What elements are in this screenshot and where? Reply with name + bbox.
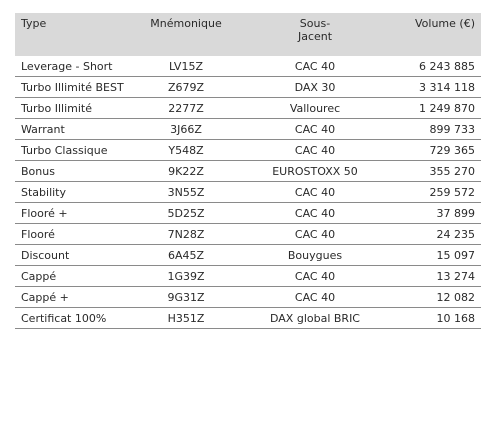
table-cell: 37 899	[383, 202, 481, 224]
table-cell: 10 168	[383, 307, 481, 329]
table-header: Type Mnémonique Sous- Jacent Volume (€)	[15, 13, 481, 56]
table-cell: DAX global BRIC	[247, 307, 383, 329]
table-cell: CAC 40	[247, 139, 383, 161]
table-cell: Turbo Illimité	[15, 97, 125, 119]
table-row: Flooré 7N28Z CAC 40 24 235	[15, 223, 481, 245]
table-cell: Discount	[15, 244, 125, 266]
table-row: Turbo Illimité 2277Z Vallourec 1 249 870	[15, 97, 481, 119]
table-cell: 6 243 885	[383, 56, 481, 77]
table-cell: Y548Z	[125, 139, 247, 161]
table-cell: 9G31Z	[125, 286, 247, 308]
table-cell: 729 365	[383, 139, 481, 161]
table-cell: CAC 40	[247, 181, 383, 203]
column-header: Volume (€)	[383, 13, 481, 56]
table-cell: CAC 40	[247, 265, 383, 287]
table-row: Cappé +9G31Z CAC 40 12 082	[15, 286, 481, 308]
table-cell: EUROSTOXX 50	[247, 160, 383, 182]
table-cell: 899 733	[383, 118, 481, 140]
table-cell: Bouygues	[247, 244, 383, 266]
table-body: Leverage - Short LV15Z CAC 40 6 243 885 Turb…	[15, 56, 481, 329]
table-cell: Leverage - Short	[15, 56, 125, 77]
table-cell: Cappé	[15, 265, 125, 287]
table-cell: 355 270	[383, 160, 481, 182]
table-cell: 3 314 118	[383, 76, 481, 98]
table-cell: Flooré	[15, 223, 125, 245]
table-cell: DAX 30	[247, 76, 383, 98]
table-cell: CAC 40	[247, 223, 383, 245]
table-row: Certificat 100% H351Z DAX global BRIC 10 16…	[15, 307, 481, 329]
column-header: Mnémonique	[125, 13, 247, 56]
table-cell: Bonus	[15, 160, 125, 182]
table-cell: 15 097	[383, 244, 481, 266]
table-cell: 3N55Z	[125, 181, 247, 203]
table-row: Turbo Illimité BEST Z679Z DAX 30 3 314 118	[15, 76, 481, 98]
table-cell: 7N28Z	[125, 223, 247, 245]
table-cell: 24 235	[383, 223, 481, 245]
table-cell: CAC 40	[247, 56, 383, 77]
table-cell: Cappé +	[15, 286, 125, 308]
table-cell: 3J66Z	[125, 118, 247, 140]
table-cell: 13 274	[383, 265, 481, 287]
table-row: Turbo Classique Y548Z CAC 40 729 365	[15, 139, 481, 161]
table-cell: 12 082	[383, 286, 481, 308]
table-row: Discount 6A45Z Bouygues 15 097	[15, 244, 481, 266]
table-cell: Z679Z	[125, 76, 247, 98]
table-cell: H351Z	[125, 307, 247, 329]
header-row: Type Mnémonique Sous- Jacent Volume (€)	[15, 13, 481, 56]
table-cell: 2277Z	[125, 97, 247, 119]
table-cell: Flooré +	[15, 202, 125, 224]
table-cell: Turbo Classique	[15, 139, 125, 161]
column-header: Sous- Jacent	[247, 13, 383, 56]
table-cell: CAC 40	[247, 118, 383, 140]
table-cell: CAC 40	[247, 286, 383, 308]
table-cell: Turbo Illimité BEST	[15, 76, 125, 98]
table-cell: Vallourec	[247, 97, 383, 119]
table-cell: 1G39Z	[125, 265, 247, 287]
table-cell: 1 249 870	[383, 97, 481, 119]
table-row: Flooré +5D25Z CAC 40 37 899	[15, 202, 481, 224]
table-cell: 259 572	[383, 181, 481, 203]
table-cell: 9K22Z	[125, 160, 247, 182]
products-table: Type Mnémonique Sous- Jacent Volume (€) Lev…	[15, 13, 481, 329]
table-row: Cappé 1G39Z CAC 40 13 274	[15, 265, 481, 287]
table-row: Stability 3N55Z CAC 40 259 572	[15, 181, 481, 203]
table-cell: Warrant	[15, 118, 125, 140]
table-cell: Stability	[15, 181, 125, 203]
table-cell: Certificat 100%	[15, 307, 125, 329]
table-row: Warrant 3J66Z CAC 40 899 733	[15, 118, 481, 140]
table-cell: 5D25Z	[125, 202, 247, 224]
table-row: Leverage - Short LV15Z CAC 40 6 243 885	[15, 56, 481, 77]
table-cell: 6A45Z	[125, 244, 247, 266]
table-cell: CAC 40	[247, 202, 383, 224]
table-row: Bonus 9K22Z EUROSTOXX 50 355 270	[15, 160, 481, 182]
table-cell: LV15Z	[125, 56, 247, 77]
column-header: Type	[15, 13, 125, 56]
